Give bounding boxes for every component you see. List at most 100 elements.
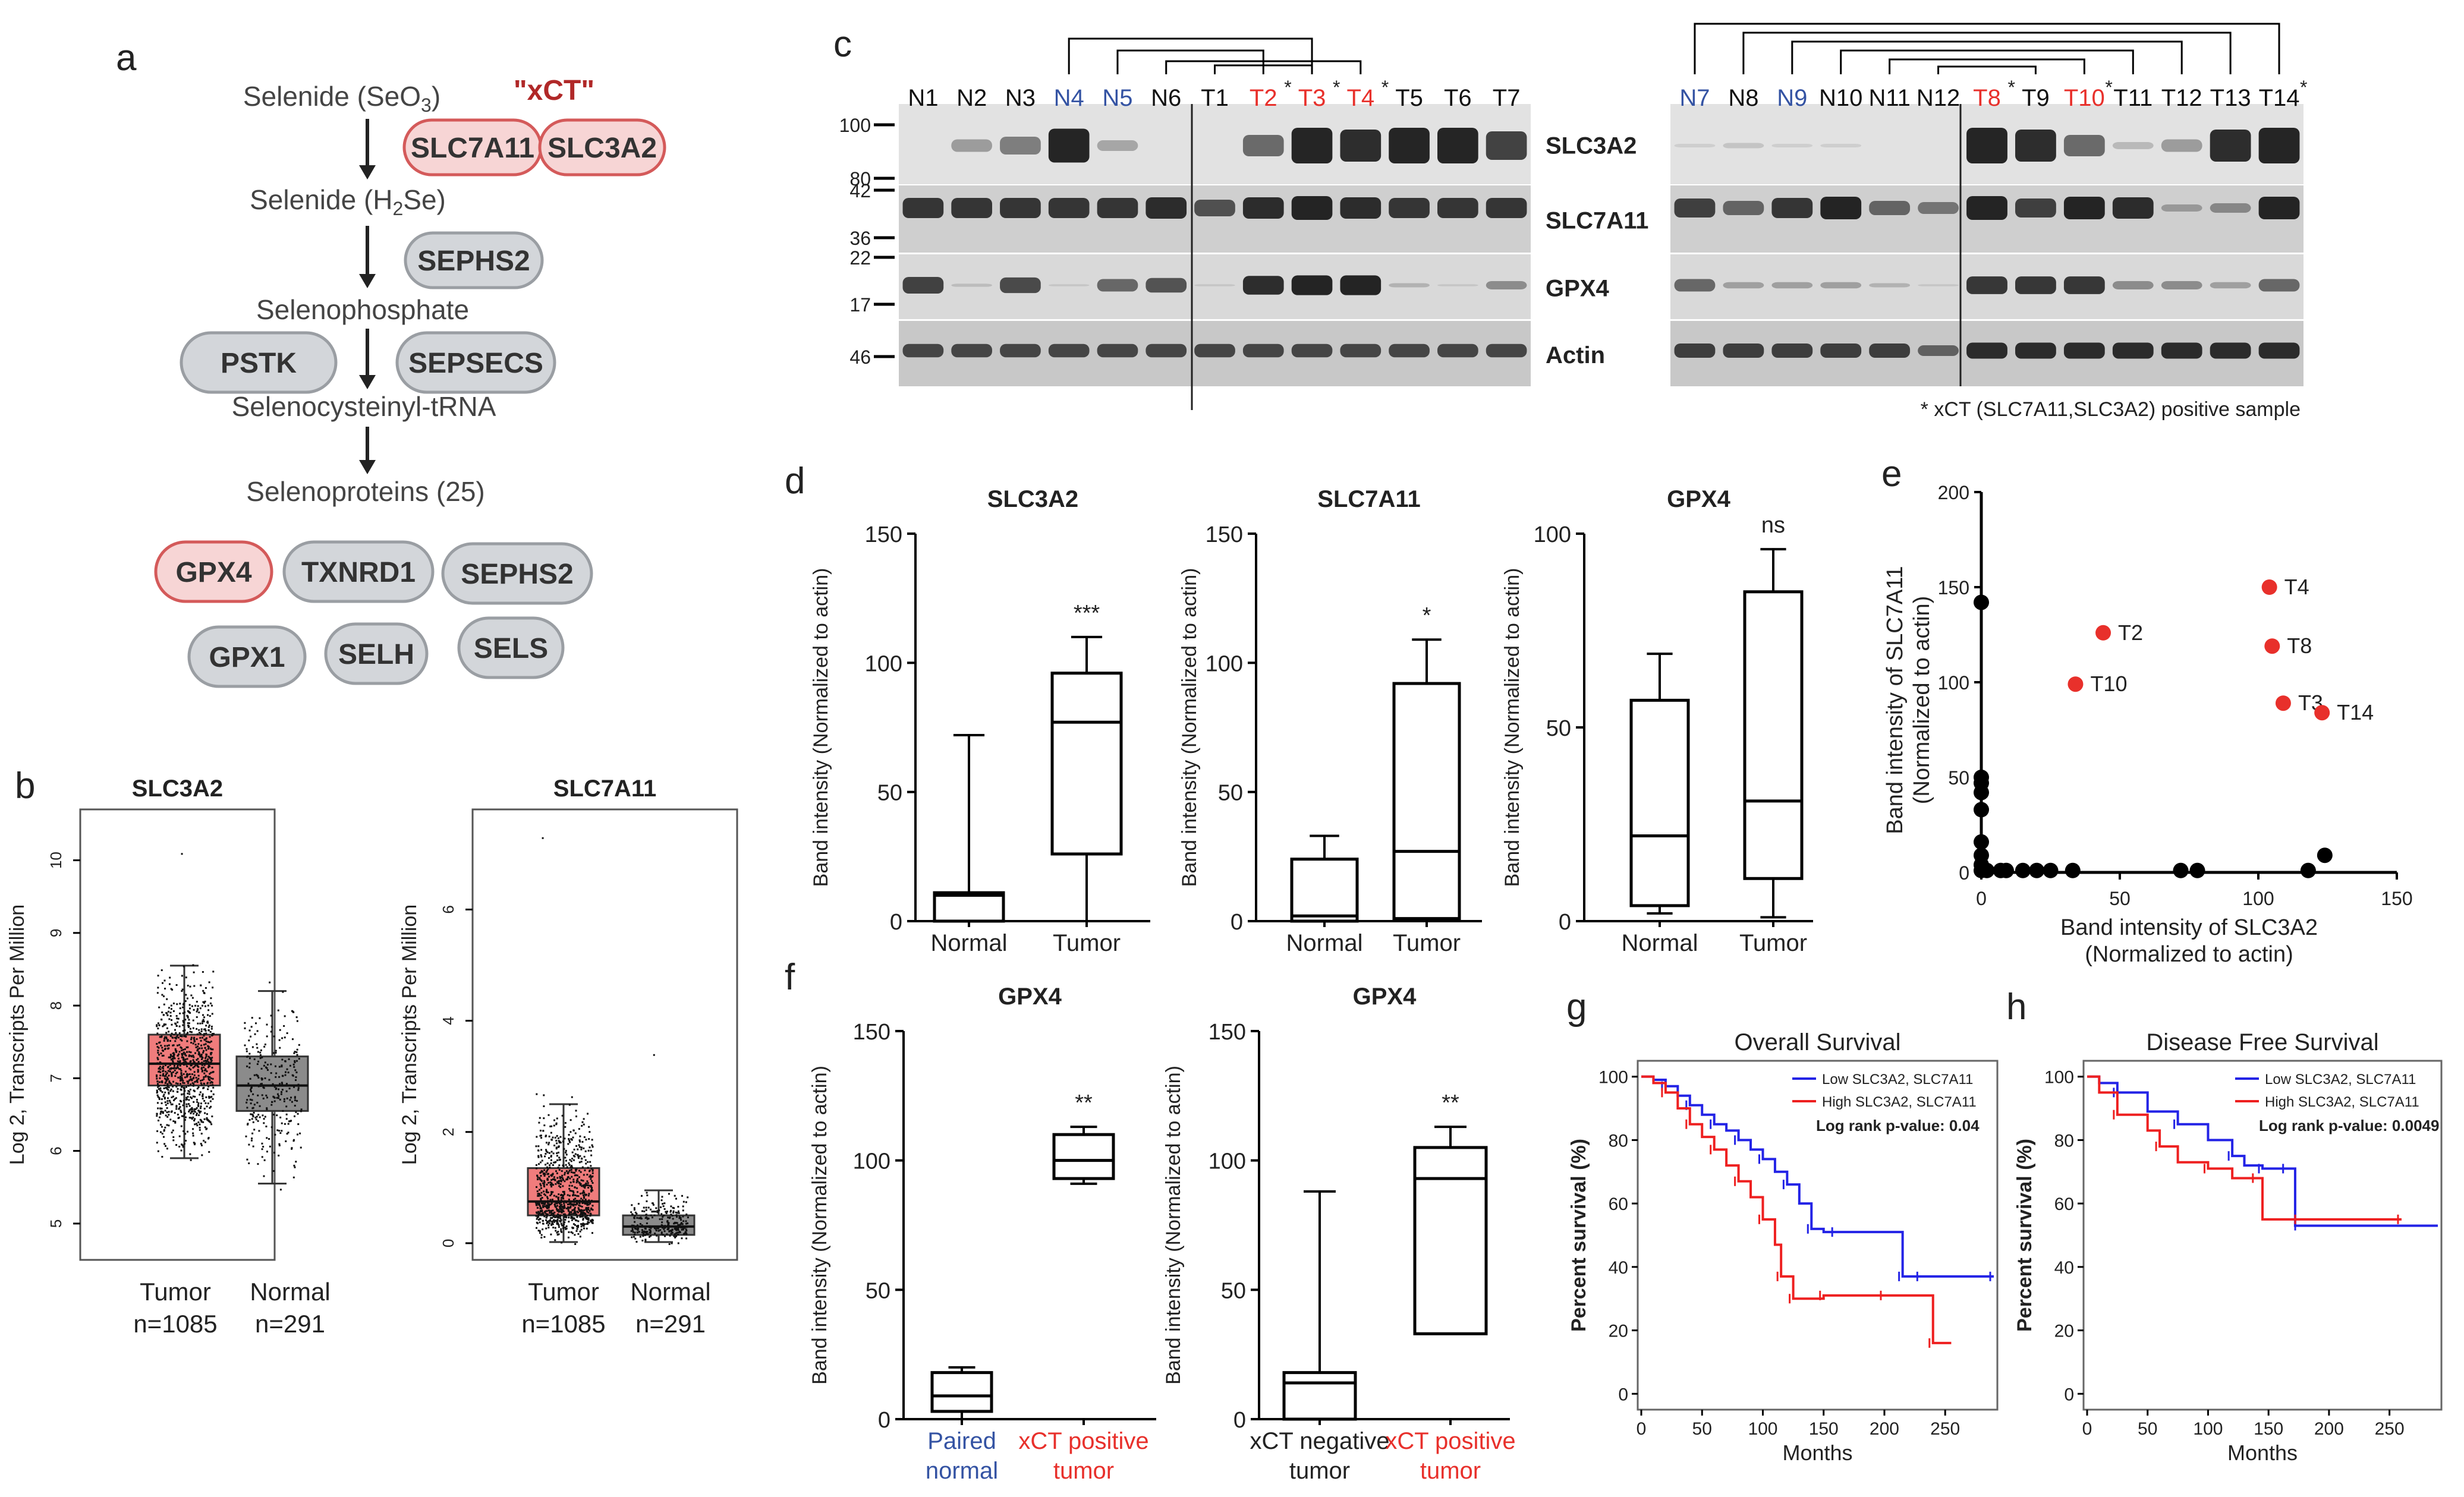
jitter-point [577, 1178, 579, 1180]
jitter-point [203, 1107, 206, 1110]
jitter-point [279, 1029, 281, 1031]
jitter-point [559, 1183, 562, 1186]
jitter-point [296, 1099, 298, 1102]
jitter-point [189, 1088, 191, 1091]
jitter-point [661, 1221, 663, 1224]
jitter-point [187, 1046, 189, 1048]
jitter-point [580, 1171, 582, 1173]
jitter-point [538, 1202, 540, 1205]
jitter-point [196, 1088, 199, 1090]
jitter-point [187, 1073, 189, 1076]
jitter-point [165, 1064, 167, 1066]
jitter-point [189, 1061, 191, 1063]
jitter-point [581, 1124, 583, 1127]
band [2063, 197, 2105, 219]
jitter-point [174, 1069, 176, 1071]
jitter-point [291, 1147, 293, 1149]
jitter-point [165, 1036, 168, 1038]
band [1486, 198, 1527, 218]
band [2258, 197, 2300, 219]
jitter-point [169, 1064, 171, 1066]
box [1413, 1146, 1488, 1335]
jitter-point [176, 1034, 178, 1036]
jitter-point [542, 1228, 544, 1231]
jitter-point [635, 1241, 638, 1243]
jitter-point [187, 1026, 190, 1028]
jitter-point [210, 1077, 212, 1079]
jitter-point [552, 1152, 555, 1155]
jitter-point [251, 1118, 253, 1120]
jitter-point [547, 1168, 549, 1170]
jitter-point [174, 1048, 177, 1050]
x-tick-label: Normal [630, 1278, 710, 1306]
jitter-point [276, 1114, 278, 1117]
jitter-point [583, 1123, 585, 1126]
jitter-point [563, 1202, 565, 1205]
x-axis-label: Months [2227, 1441, 2298, 1465]
jitter-point [564, 1171, 566, 1174]
jitter-point [581, 1140, 584, 1143]
jitter-point [278, 1076, 281, 1078]
jitter-point [551, 1221, 553, 1223]
x-tick-label: 0 [2082, 1419, 2092, 1439]
data-point [2015, 862, 2031, 878]
jitter-point [180, 1073, 182, 1075]
jitter-point [571, 1232, 574, 1234]
jitter-point [590, 1180, 593, 1182]
jitter-point [571, 1151, 574, 1154]
band [1723, 343, 1764, 358]
jitter-point [580, 1223, 583, 1225]
jitter-point [569, 1159, 571, 1161]
jitter-point [159, 1068, 162, 1070]
jitter-point [583, 1227, 586, 1230]
jitter-point [210, 1053, 212, 1055]
jitter-point [163, 1098, 166, 1100]
jitter-point [168, 1044, 170, 1047]
jitter-point [166, 1077, 169, 1080]
jitter-point [184, 1019, 187, 1021]
jitter-point [197, 1104, 200, 1107]
jitter-point [159, 1061, 161, 1064]
jitter-point [254, 1033, 256, 1035]
jitter-point [192, 1128, 194, 1130]
jitter-point [204, 1112, 206, 1114]
jitter-point [674, 1222, 676, 1224]
band [1389, 128, 1430, 163]
jitter-point [646, 1218, 649, 1220]
jitter-point [207, 1066, 209, 1069]
jitter-point [207, 1055, 210, 1058]
jitter-point [157, 1022, 159, 1025]
jitter-point [655, 1207, 657, 1209]
jitter-point [562, 1179, 565, 1181]
jitter-point [161, 1091, 163, 1093]
jitter-point [537, 1149, 540, 1152]
band [1674, 198, 1716, 218]
jitter-point [567, 1175, 569, 1178]
jitter-point [643, 1231, 645, 1233]
jitter-point [538, 1121, 540, 1124]
jitter-point [561, 1206, 564, 1208]
jitter-point [582, 1219, 584, 1221]
jitter-point [545, 1190, 547, 1193]
jitter-point [574, 1243, 577, 1245]
jitter-point [209, 1082, 212, 1084]
significance-label: * [1423, 603, 1431, 628]
jitter-point [182, 1104, 184, 1107]
jitter-point [207, 1077, 210, 1079]
jitter-point [200, 1143, 202, 1145]
jitter-point [556, 1117, 558, 1120]
jitter-point [168, 1124, 170, 1127]
jitter-point [287, 1123, 289, 1125]
jitter-point [540, 1207, 543, 1209]
jitter-point [263, 1045, 266, 1048]
jitter-point [190, 994, 193, 997]
jitter-point [558, 1180, 561, 1182]
jitter-point [555, 1170, 557, 1173]
jitter-point [193, 1061, 196, 1064]
jitter-point [156, 1075, 158, 1077]
jitter-point [193, 1120, 196, 1122]
band [1486, 131, 1527, 160]
jitter-point [584, 1223, 586, 1225]
jitter-point [583, 1174, 585, 1176]
protein-sephs2-label: SEPHS2 [461, 559, 573, 590]
